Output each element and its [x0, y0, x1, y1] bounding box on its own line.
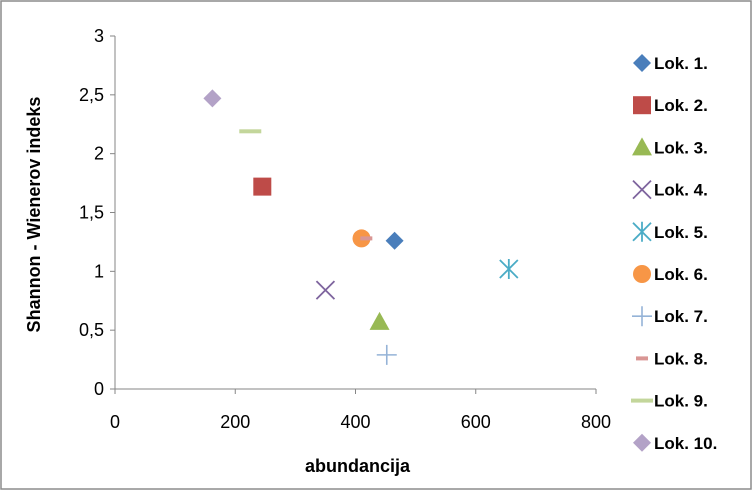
x-tick-label: 600: [461, 412, 491, 432]
legend-label: Lok. 8.: [654, 349, 708, 368]
data-point-9: [239, 129, 262, 134]
legend-label: Lok. 4.: [654, 181, 708, 200]
legend-item: Lok. 1.: [633, 54, 708, 73]
y-tick-label: 1,5: [79, 203, 104, 223]
legend-item: Lok. 2.: [633, 96, 708, 115]
legend-label: Lok. 3.: [654, 138, 708, 157]
x-axis-title: abundancija: [305, 456, 411, 476]
legend-item: Lok. 5.: [632, 221, 708, 242]
legend-marker: [631, 398, 653, 403]
legend-label: Lok. 5.: [654, 223, 708, 242]
legend-label: Lok. 10.: [654, 434, 717, 453]
legend-item: Lok. 9.: [631, 392, 708, 411]
legend-item: Lok. 4.: [632, 179, 708, 200]
y-tick-label: 0: [94, 379, 104, 399]
legend-marker: [633, 265, 651, 283]
y-tick-label: 2: [94, 144, 104, 164]
legend-label: Lok. 7.: [654, 307, 708, 326]
legend-marker: [632, 221, 652, 242]
legend-marker: [636, 356, 648, 361]
data-point-3: [369, 311, 390, 330]
data-point-1: [385, 231, 404, 250]
y-tick-label: 0,5: [79, 320, 104, 340]
legend-item: Lok. 3.: [632, 137, 708, 157]
data-point-10: [203, 89, 222, 108]
x-tick-label: 0: [110, 412, 120, 432]
data-point-2: [253, 177, 272, 196]
legend-marker: [633, 433, 651, 452]
legend-item: Lok. 7.: [632, 306, 708, 326]
y-tick-label: 3: [94, 26, 104, 46]
legend-label: Lok. 9.: [654, 392, 708, 411]
x-tick-label: 400: [340, 412, 370, 432]
data-point-5: [499, 258, 519, 279]
data-point-4: [315, 280, 336, 300]
x-tick-label: 800: [581, 412, 611, 432]
y-tick-label: 1: [94, 261, 104, 281]
legend-label: Lok. 1.: [654, 54, 708, 73]
y-axis-title: Shannon - Wienerov indeks: [24, 97, 44, 333]
legend-item: Lok. 8.: [636, 349, 708, 368]
legend-marker: [633, 54, 651, 72]
legend-item: Lok. 10.: [633, 433, 717, 453]
legend-item: Lok. 6.: [633, 265, 708, 284]
legend-marker: [632, 306, 652, 327]
legend-label: Lok. 6.: [654, 265, 708, 284]
data-point-7: [376, 344, 397, 365]
y-tick-label: 2,5: [79, 85, 104, 105]
legend-marker: [633, 96, 651, 115]
x-tick-label: 200: [220, 412, 250, 432]
data-point-8: [360, 236, 373, 241]
legend-marker: [632, 137, 652, 156]
legend-label: Lok. 2.: [654, 96, 708, 115]
legend-marker: [632, 179, 652, 200]
